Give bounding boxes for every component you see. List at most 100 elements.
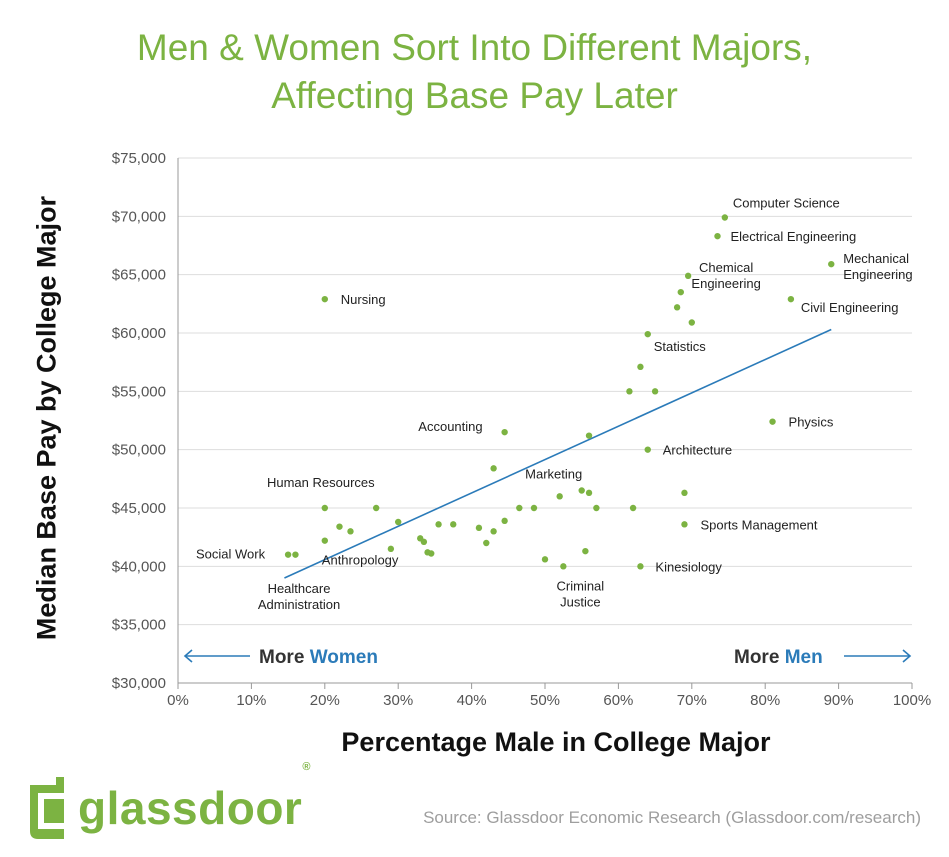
point-label: Human Resources [267,475,375,490]
point-label: Sports Management [700,517,817,532]
x-tick-label: 20% [310,692,340,709]
point-label-line: Engineering [691,276,760,291]
point-label-line: Accounting [418,419,482,434]
data-point [582,547,589,555]
point-label: Criminal Justice [557,578,605,609]
data-point [769,418,776,425]
point-label-line: Anthropology [322,553,399,568]
point-label: Nursing [341,292,386,307]
point-label: Chemical Engineering [691,260,760,291]
point-label-line: Statistics [654,339,707,354]
more-women-highlight: Women [310,647,378,668]
point-label: Kinesiology [655,559,722,574]
y-tick-label: $50,000 [112,442,166,459]
point-label-line: Social Work [196,547,266,562]
point-label-line: Criminal [557,578,605,593]
x-tick-label: 70% [677,692,707,709]
data-point [714,232,721,240]
data-points [284,214,835,570]
data-point [541,556,549,563]
data-point [651,388,659,395]
data-point [787,295,795,303]
data-point [347,528,354,535]
glassdoor-wordmark-text: glassdoor [78,782,303,834]
point-label-line: Physics [789,415,834,430]
more-women-label: More Women [259,647,378,668]
y-tick-label: $60,000 [112,325,166,342]
data-point [681,489,688,497]
x-tick-label: 10% [236,692,266,709]
y-tick-label: $45,000 [112,500,166,517]
x-tick-label: 100% [893,692,931,709]
data-point [483,539,490,547]
y-tick-label: $70,000 [112,208,166,225]
registered-mark: ® [302,761,311,773]
data-point [556,493,563,500]
point-label: Civil Engineering [801,300,899,315]
x-tick-label: 60% [603,692,633,709]
x-tick-label: 30% [383,692,413,709]
data-point [644,446,651,453]
data-point [395,518,402,526]
data-point [681,521,688,528]
data-point [372,504,380,512]
x-axis-label: Percentage Male in College Major [341,727,771,757]
point-label-line: Mechanical [843,251,909,266]
point-label: Electrical Engineering [730,229,856,244]
data-point [284,551,292,558]
trend-line-group [284,328,832,579]
point-label-line: Justice [560,594,600,609]
data-point [644,330,651,338]
data-point [292,551,299,558]
data-point [501,517,508,525]
y-tick-label: $35,000 [112,617,166,634]
point-label: Accounting [418,419,482,434]
y-tick-label: $40,000 [112,558,166,575]
data-point [435,521,442,528]
source-note: Source: Glassdoor Economic Research (Gla… [423,808,921,827]
point-label-line: Engineering [843,267,912,282]
point-label-line: Electrical Engineering [730,229,856,244]
data-point [637,563,644,570]
axes: $30,000 $35,000 $40,000 $45,000 $50,000 $55,0… [112,150,931,709]
gridlines [178,157,912,684]
data-point [530,504,538,512]
more-men-highlight: Men [785,647,823,668]
data-point [321,537,328,544]
point-label-line: Kinesiology [655,559,722,574]
data-point [428,550,435,557]
data-point [585,432,593,439]
y-tick-label: $30,000 [112,675,166,692]
point-label-line: Computer Science [733,196,840,211]
data-point [688,319,695,326]
data-point [336,523,343,530]
arrow-right-head [902,649,912,663]
data-point [516,504,523,512]
y-tick-label: $65,000 [112,267,166,284]
data-point [321,504,328,512]
point-label: Computer Science [733,196,840,211]
chart-title-line-1: Men & Women Sort Into Different Majors, [136,27,813,68]
point-label: Architecture [663,443,732,458]
point-label: Mechanical Engineering [843,251,912,282]
glassdoor-door-icon [30,777,64,839]
chart-title: Men & Women Sort Into Different Majors, … [0,24,949,120]
point-label-line: Civil Engineering [801,300,899,315]
data-point [673,304,681,311]
point-label: Statistics [654,339,707,354]
data-point [684,272,692,280]
data-point [626,388,633,395]
point-label-line: Administration [258,597,340,612]
data-point [321,295,328,303]
x-tick-label: 40% [457,692,487,709]
data-point [490,465,497,472]
point-label-line: Healthcare [268,581,331,596]
point-label: Healthcare Administration [258,581,340,612]
direction-arrows: More Women More Men [183,647,912,668]
point-label: Physics [789,415,834,430]
data-point [585,489,593,497]
data-point [450,521,457,528]
point-label: Social Work [196,547,266,562]
x-tick-label: 50% [530,692,560,709]
data-point [578,487,585,494]
